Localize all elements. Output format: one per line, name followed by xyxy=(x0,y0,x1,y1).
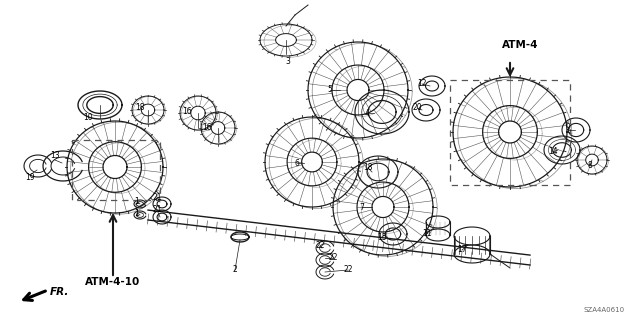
Text: 19: 19 xyxy=(25,174,35,182)
Text: 22: 22 xyxy=(343,265,353,275)
Text: 9: 9 xyxy=(566,123,570,132)
Text: 8: 8 xyxy=(588,160,593,169)
Text: ATM-4-10: ATM-4-10 xyxy=(85,277,141,287)
Text: 6: 6 xyxy=(294,159,300,167)
Text: 10: 10 xyxy=(83,113,93,122)
Text: 11: 11 xyxy=(422,228,432,238)
Text: 20: 20 xyxy=(412,103,422,113)
Text: 3: 3 xyxy=(285,57,291,66)
Text: 18: 18 xyxy=(364,164,372,173)
Text: 12: 12 xyxy=(417,78,427,87)
Text: 14: 14 xyxy=(548,147,558,157)
Text: 17: 17 xyxy=(457,246,467,255)
Text: FR.: FR. xyxy=(50,287,69,297)
Text: 4: 4 xyxy=(365,108,369,117)
Text: 13: 13 xyxy=(50,151,60,160)
Text: 18: 18 xyxy=(135,102,145,112)
Text: 15: 15 xyxy=(377,233,387,241)
Text: 1: 1 xyxy=(134,209,140,218)
Text: ATM-4: ATM-4 xyxy=(502,40,538,50)
Text: 16: 16 xyxy=(182,108,192,116)
Text: 22: 22 xyxy=(316,241,324,250)
Text: 21: 21 xyxy=(152,205,162,214)
Text: 5: 5 xyxy=(328,85,332,94)
Text: SZA4A0610: SZA4A0610 xyxy=(584,307,625,313)
Text: 16: 16 xyxy=(202,122,212,131)
Text: 2: 2 xyxy=(232,265,237,275)
Text: 22: 22 xyxy=(328,254,338,263)
Text: 21: 21 xyxy=(152,192,162,202)
Text: 7: 7 xyxy=(360,203,364,211)
Text: 1: 1 xyxy=(134,197,140,205)
